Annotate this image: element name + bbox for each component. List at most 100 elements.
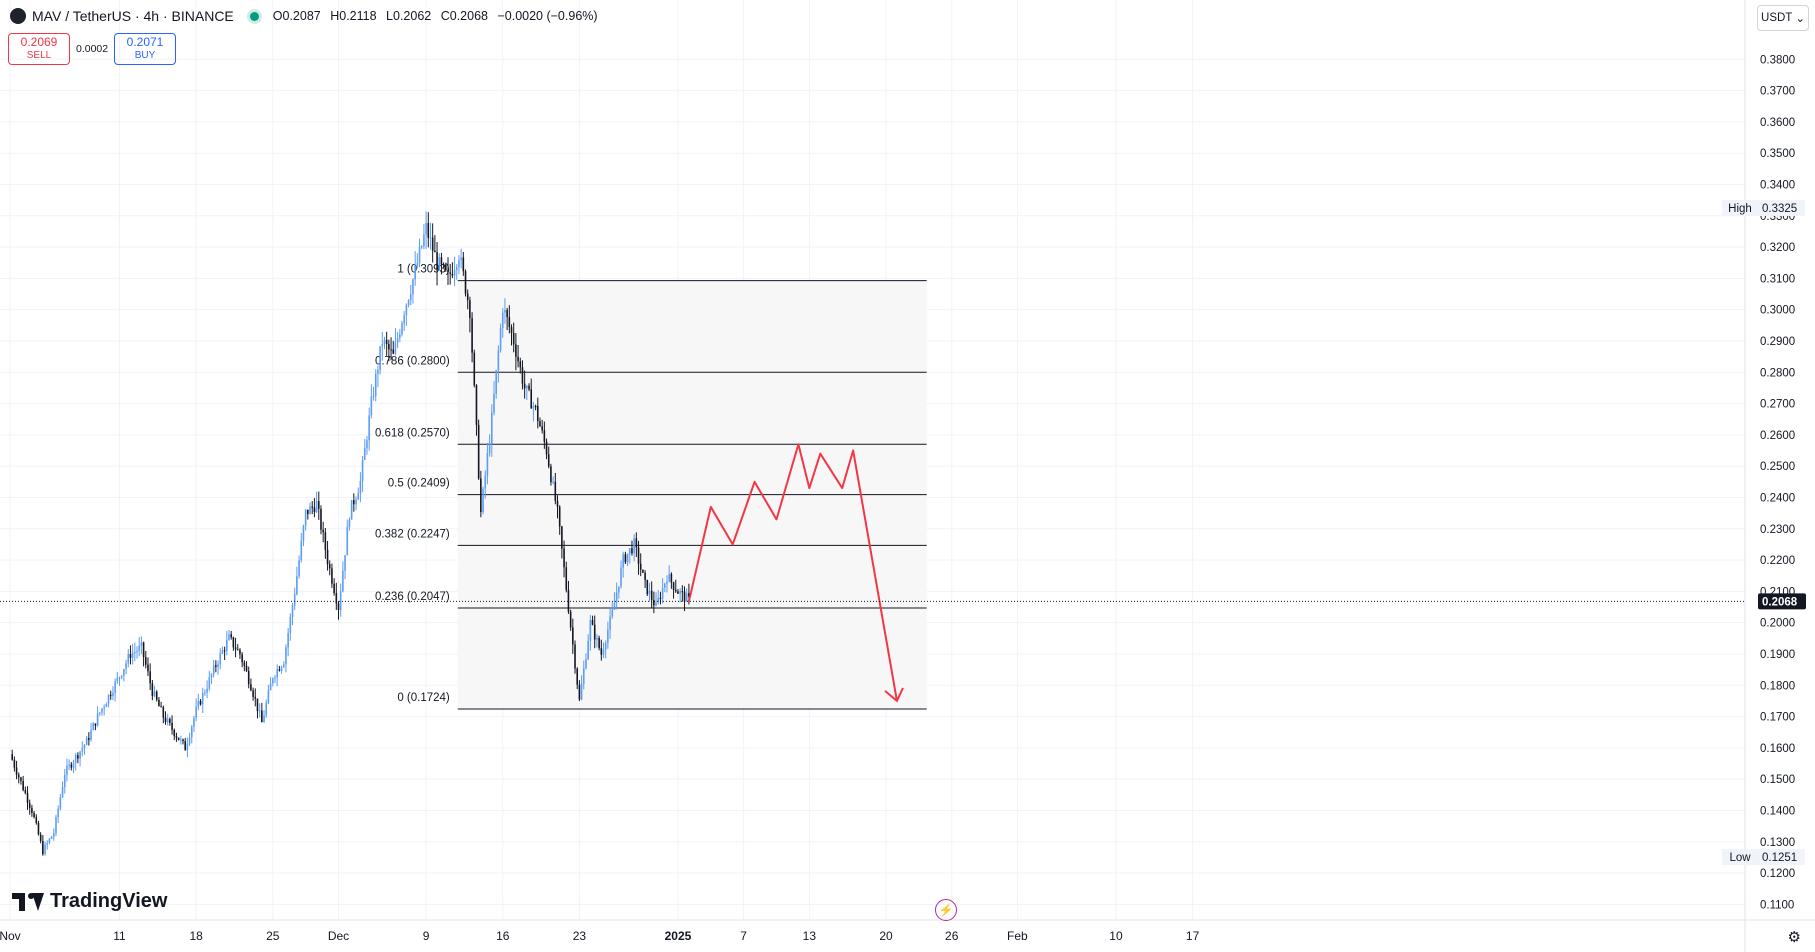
candle-body — [646, 579, 649, 595]
lightning-icon[interactable]: ⚡ — [935, 899, 957, 921]
price-tick-label: 0.3600 — [1760, 117, 1795, 129]
candle-body — [473, 352, 476, 386]
candle-body — [357, 493, 360, 500]
candle-body — [418, 247, 421, 264]
candle-body — [519, 361, 522, 368]
candle-body — [302, 525, 305, 541]
ohlc-values: O0.2087 H0.2118 L0.2062 C0.2068 −0.0020 … — [273, 9, 598, 23]
candle-body — [293, 594, 296, 606]
candle-body — [491, 412, 493, 444]
candle-body — [681, 591, 684, 593]
candle-body — [228, 634, 230, 640]
candle-body — [615, 592, 618, 603]
fib-level-label: 0 (0.1724) — [397, 692, 450, 704]
candle-body — [381, 344, 384, 347]
time-axis: Nov 11 18 25 Dec 9 16 23 2025 7 13 20 26 Feb 10 17 — [0, 929, 1200, 943]
chart-header: MAV / TetherUS · 4h · BINANCE O0.2087 H0… — [10, 6, 598, 26]
candle-body — [208, 677, 211, 689]
candle-body — [245, 665, 248, 672]
candle-body — [230, 634, 232, 638]
candle-body — [534, 405, 537, 407]
candle-body — [353, 500, 355, 505]
candle-body — [59, 797, 62, 809]
fib-level-label: 0.382 (0.2247) — [375, 528, 450, 540]
candle-body — [304, 509, 307, 526]
candle-body — [11, 754, 13, 760]
currency-selector[interactable]: USDT ⌄ — [1757, 5, 1809, 31]
projection-path — [687, 443, 904, 703]
price-tick-label: 0.2700 — [1760, 399, 1795, 411]
fib-level-label: 0.786 (0.2800) — [375, 355, 450, 367]
sell-button[interactable]: 0.2069 SELL — [8, 33, 70, 65]
candle-body — [138, 645, 141, 652]
candle-body — [622, 554, 624, 568]
candle-body — [650, 590, 653, 601]
candle-body — [344, 555, 346, 571]
candle-body — [256, 698, 259, 712]
candle-body — [94, 723, 97, 726]
candle-body — [440, 257, 443, 264]
candle-body — [300, 540, 303, 561]
candle-body — [431, 237, 434, 251]
candle-body — [532, 405, 535, 409]
candle-body — [88, 737, 90, 740]
candle-body — [611, 609, 614, 617]
candle-body — [523, 383, 526, 389]
candle-body — [648, 590, 651, 595]
candle-body — [324, 532, 327, 550]
open-key: O — [272, 9, 283, 23]
price-tick-label: 0.1300 — [1760, 837, 1795, 849]
last-price-label: 0.2068 — [1762, 596, 1798, 608]
tradingview-logo[interactable]: TradingView — [12, 890, 167, 913]
candle-body — [355, 499, 357, 505]
time-tick-label: 7 — [740, 929, 747, 943]
price-tick-label: 0.1900 — [1760, 649, 1795, 661]
spread-value: 0.0002 — [76, 43, 109, 55]
candle-body — [155, 691, 158, 700]
time-tick-label: 2025 — [665, 929, 692, 943]
symbol-title[interactable]: MAV / TetherUS · 4h · BINANCE — [32, 8, 234, 24]
candle-body — [596, 637, 598, 640]
candle-body — [204, 692, 206, 694]
candle-body — [188, 737, 191, 744]
candle-body — [263, 715, 265, 723]
candle-body — [661, 587, 664, 599]
candle-body — [68, 764, 70, 766]
time-tick-label: Dec — [328, 929, 349, 943]
candle-body — [35, 817, 38, 824]
candle-body — [287, 633, 289, 648]
price-tick-label: 0.1100 — [1760, 899, 1794, 911]
candle-body — [296, 576, 298, 595]
candle-body — [118, 677, 121, 679]
candle-body — [180, 739, 182, 741]
gear-icon[interactable]: ⚙ — [1787, 929, 1801, 946]
price-axis: 0.38000.37000.36000.35000.34000.33000.32… — [1722, 54, 1806, 911]
candle-body — [274, 677, 276, 679]
candle-body — [429, 237, 432, 239]
candle-body — [322, 529, 324, 533]
candle-body — [134, 651, 136, 653]
candle-body — [44, 844, 46, 855]
candle-body — [370, 396, 373, 416]
price-tick-label: 0.2400 — [1760, 492, 1795, 504]
candle-body — [405, 304, 408, 316]
candle-body — [142, 642, 145, 658]
candle-body — [521, 367, 524, 384]
candle-body — [162, 707, 165, 718]
candle-body — [350, 500, 353, 520]
currency-label: USDT — [1761, 12, 1793, 24]
candle-body — [624, 554, 627, 563]
candle-body — [539, 421, 541, 427]
price-tick-label: 0.2000 — [1760, 618, 1795, 630]
candle-body — [201, 693, 204, 705]
price-tick-label: 0.2900 — [1760, 336, 1795, 348]
candle-body — [50, 836, 53, 839]
candle-body — [309, 506, 311, 515]
candle-body — [175, 736, 178, 738]
time-tick-label: 10 — [1109, 929, 1123, 943]
buy-button[interactable]: 0.2071 BUY — [114, 33, 176, 65]
candle-body — [166, 718, 169, 723]
price-tick-label: 0.3800 — [1760, 54, 1795, 66]
candle-body — [96, 713, 99, 726]
